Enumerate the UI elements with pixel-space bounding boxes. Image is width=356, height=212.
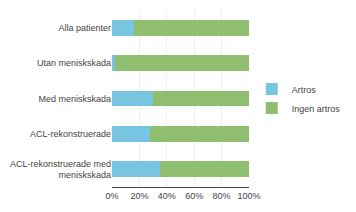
svg-text:ACL-rekonstruerade: ACL-rekonstruerade	[30, 129, 111, 139]
svg-text:ACL-rekonstruerade medmenisksk: ACL-rekonstruerade medmeniskskada	[10, 159, 111, 181]
svg-text:20%: 20%	[130, 191, 148, 201]
svg-text:60%: 60%	[185, 191, 203, 201]
svg-text:Artros: Artros	[292, 85, 317, 95]
svg-text:0%: 0%	[105, 191, 118, 201]
svg-text:100%: 100%	[237, 191, 260, 201]
svg-text:80%: 80%	[213, 191, 231, 201]
svg-text:40%: 40%	[158, 191, 176, 201]
svg-text:Utan meniskskada: Utan meniskskada	[37, 58, 111, 68]
svg-text:Med meniskskada: Med meniskskada	[38, 94, 111, 104]
svg-text:Ingen artros: Ingen artros	[292, 104, 341, 114]
svg-text:Alla patienter: Alla patienter	[58, 23, 111, 33]
